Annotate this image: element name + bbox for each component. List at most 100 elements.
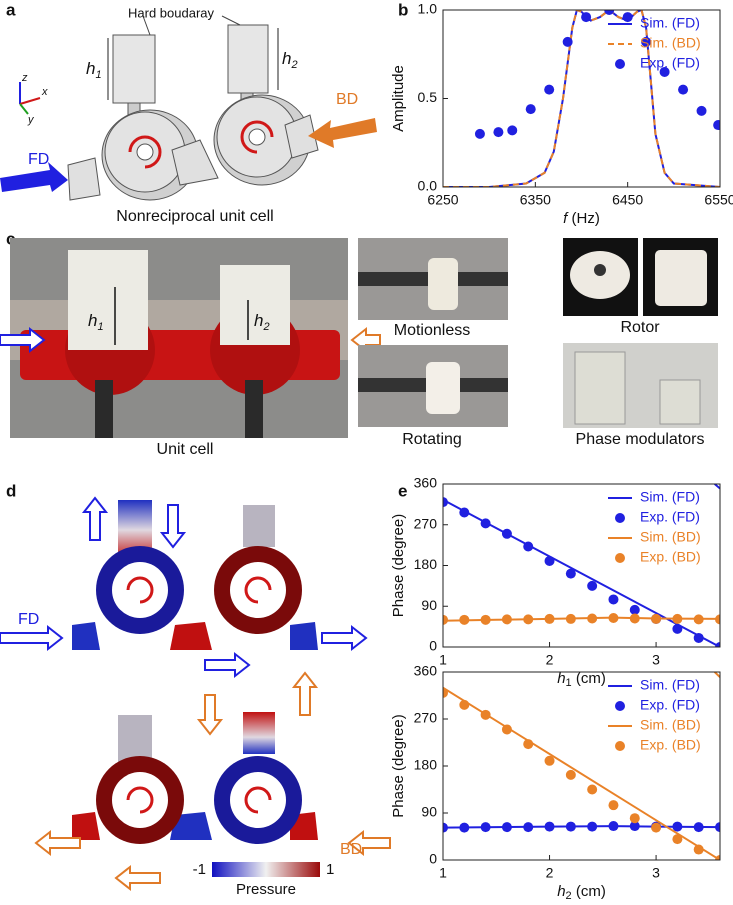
data-point bbox=[565, 769, 576, 780]
rotation-arrow bbox=[128, 135, 162, 169]
x-axis-label-unit: (Hz) bbox=[567, 210, 600, 227]
height-label: h2 bbox=[282, 49, 298, 70]
data-point bbox=[443, 822, 448, 833]
y-tick-label: 1.0 bbox=[418, 1, 438, 17]
y-tick-label: 360 bbox=[414, 663, 438, 679]
unit-cell-photo bbox=[10, 238, 348, 438]
data-point bbox=[587, 613, 598, 624]
data-point bbox=[459, 507, 470, 518]
data-point bbox=[565, 613, 576, 624]
data-point bbox=[693, 822, 704, 833]
y-tick-label: 270 bbox=[414, 515, 438, 531]
data-point bbox=[480, 822, 491, 833]
legend-label: Exp. (FD) bbox=[640, 55, 700, 71]
legend-label: Sim. (BD) bbox=[640, 717, 701, 733]
legend-label: Exp. (FD) bbox=[640, 509, 700, 525]
data-point bbox=[713, 120, 720, 131]
legend-label: Exp. (BD) bbox=[640, 549, 701, 565]
series bbox=[474, 10, 720, 139]
data-point bbox=[544, 755, 555, 766]
data-point bbox=[459, 614, 470, 625]
colorbar-tick: 1 bbox=[326, 861, 334, 878]
data-point bbox=[459, 822, 470, 833]
y-tick-label: 90 bbox=[421, 597, 437, 613]
fd-label: FD bbox=[28, 151, 49, 168]
bd-arrow bbox=[308, 118, 377, 148]
axis-x bbox=[19, 97, 41, 105]
axis-letter: y bbox=[27, 114, 35, 126]
data-point bbox=[651, 822, 662, 833]
x-tick-label: 2 bbox=[546, 865, 554, 881]
data-point bbox=[678, 84, 689, 95]
data-point bbox=[544, 555, 555, 566]
x-tick-label: 6550 bbox=[704, 192, 733, 208]
data-point bbox=[715, 855, 720, 860]
data-point bbox=[480, 614, 491, 625]
data-point bbox=[715, 822, 720, 833]
data-point bbox=[443, 687, 448, 698]
data-point bbox=[501, 724, 512, 735]
y-axis-label: Phase (degree) bbox=[390, 514, 407, 617]
data-point bbox=[501, 614, 512, 625]
data-point bbox=[659, 66, 670, 77]
plot-frame bbox=[442, 483, 721, 648]
axis-y bbox=[19, 103, 29, 115]
x-axis-label-unit: (cm) bbox=[572, 883, 606, 900]
legend-label: Exp. (BD) bbox=[640, 737, 701, 753]
data-point bbox=[523, 739, 534, 750]
x-tick-label: 6450 bbox=[612, 192, 643, 208]
flow-arrows bbox=[0, 496, 391, 892]
plot-frame bbox=[442, 9, 721, 188]
caption: Nonreciprocal unit cell bbox=[116, 208, 273, 225]
data-point bbox=[608, 613, 619, 624]
data-point bbox=[587, 580, 598, 591]
colorbar bbox=[212, 862, 320, 877]
x-axis-label: f (Hz) bbox=[563, 210, 600, 227]
x-tick-label: 3 bbox=[652, 865, 660, 881]
series bbox=[443, 613, 720, 625]
x-axis-label: h1 (cm) bbox=[557, 670, 606, 689]
caption: Phase modulators bbox=[576, 431, 705, 448]
panel-label: d bbox=[6, 481, 16, 500]
callout-line bbox=[221, 15, 241, 26]
data-point bbox=[443, 614, 448, 625]
y-tick-label: 0.0 bbox=[418, 178, 438, 194]
data-point bbox=[651, 613, 662, 624]
panel-label: a bbox=[6, 0, 16, 19]
data-point bbox=[672, 613, 683, 624]
data-point bbox=[501, 528, 512, 539]
x-tick-label: 1 bbox=[439, 652, 447, 668]
legend-label: Sim. (FD) bbox=[640, 489, 700, 505]
data-point bbox=[581, 12, 592, 23]
data-point bbox=[696, 105, 707, 116]
data-point bbox=[523, 614, 534, 625]
data-point bbox=[544, 84, 555, 95]
pressure-field-fd bbox=[72, 500, 318, 650]
legend-label: Exp. (FD) bbox=[640, 697, 700, 713]
x-tick-label: 3 bbox=[652, 652, 660, 668]
x-axis-label-var: h bbox=[557, 670, 565, 687]
legend-label: Sim. (FD) bbox=[640, 15, 700, 31]
data-point bbox=[480, 709, 491, 720]
data-point bbox=[608, 800, 619, 811]
data-point bbox=[629, 821, 640, 832]
legend-marker bbox=[615, 741, 625, 751]
data-point bbox=[629, 813, 640, 824]
legend-label: Sim. (FD) bbox=[640, 677, 700, 693]
modulator-photos bbox=[358, 238, 718, 428]
x-axis-label-unit: (cm) bbox=[572, 670, 606, 687]
data-point bbox=[443, 497, 448, 508]
y-tick-label: 0 bbox=[429, 638, 437, 654]
y-tick-label: 360 bbox=[414, 475, 438, 491]
series bbox=[443, 687, 720, 860]
height-label: h1 bbox=[88, 311, 104, 332]
height-label: h1 bbox=[86, 59, 102, 80]
bd-label: BD bbox=[340, 841, 362, 858]
caption: Unit cell bbox=[157, 441, 214, 458]
x-axis-label-var: h bbox=[557, 883, 565, 900]
rotation-arrow bbox=[240, 120, 274, 154]
pressure-field-bd bbox=[72, 712, 318, 844]
x-axis-label-sub: 2 bbox=[566, 890, 572, 902]
series-line bbox=[443, 10, 720, 187]
data-point bbox=[608, 821, 619, 832]
